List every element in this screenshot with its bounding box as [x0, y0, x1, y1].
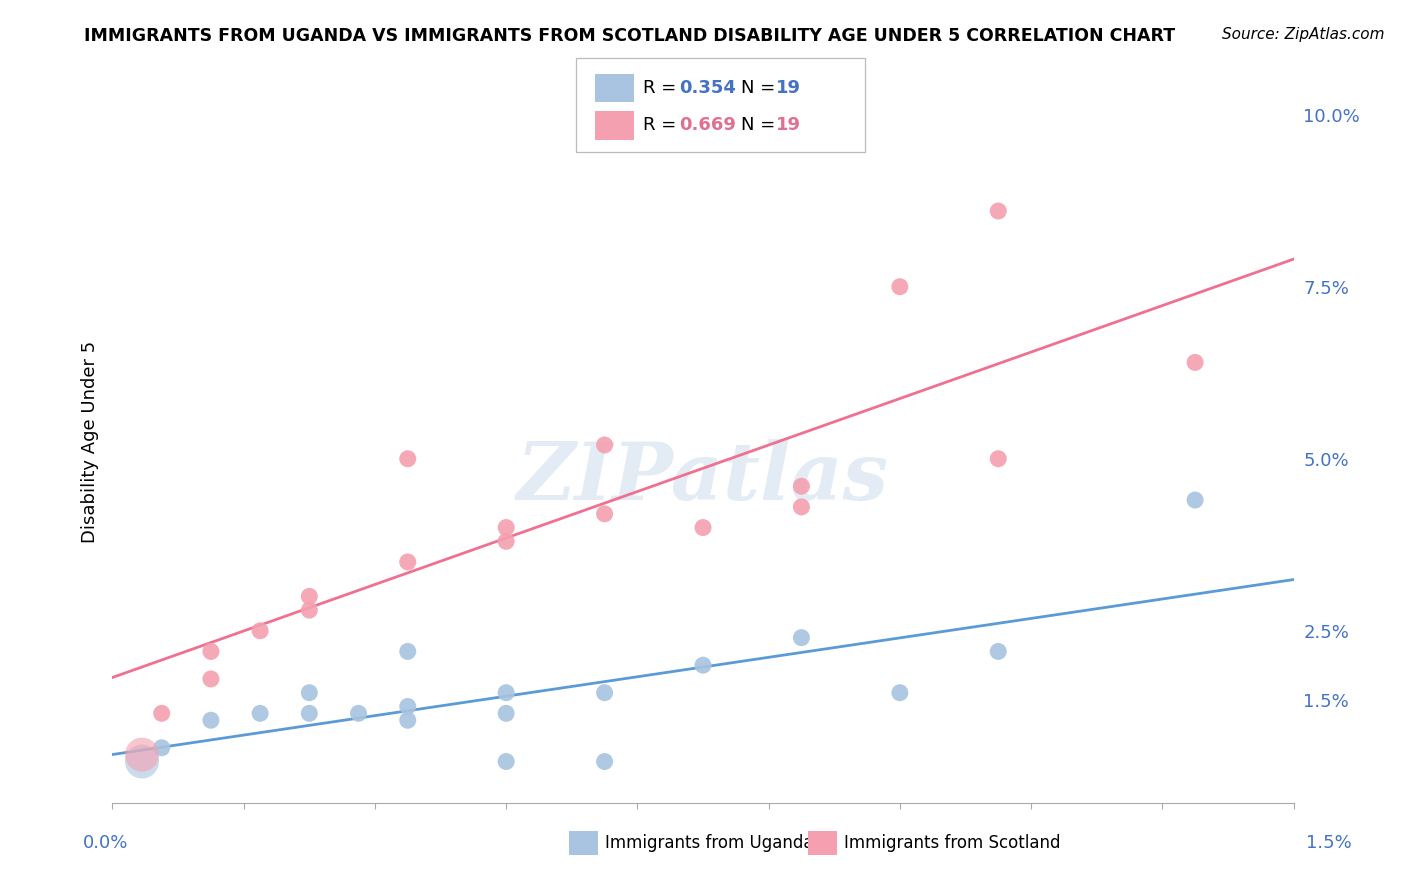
Point [396, 644, 419, 658]
Point [692, 520, 714, 534]
Text: 19: 19 [776, 116, 801, 134]
Point [593, 507, 616, 521]
Point [495, 706, 517, 721]
Point [150, 740, 173, 755]
Point [987, 451, 1010, 466]
Point [593, 686, 616, 700]
Point [889, 686, 911, 700]
Point [495, 534, 517, 549]
Text: 19: 19 [776, 79, 801, 97]
Point [396, 699, 419, 714]
Point [396, 713, 419, 727]
Point [249, 624, 271, 638]
Point [1184, 493, 1206, 508]
Point [200, 713, 222, 727]
Text: N =: N = [741, 116, 780, 134]
Text: 0.0%: 0.0% [83, 834, 128, 852]
Text: IMMIGRANTS FROM UGANDA VS IMMIGRANTS FROM SCOTLAND DISABILITY AGE UNDER 5 CORREL: IMMIGRANTS FROM UGANDA VS IMMIGRANTS FRO… [84, 27, 1175, 45]
Point [298, 706, 321, 721]
Point [1184, 355, 1206, 369]
Point [298, 590, 321, 604]
Point [593, 438, 616, 452]
Point [347, 706, 370, 721]
Point [495, 686, 517, 700]
Point [495, 755, 517, 769]
Point [790, 631, 813, 645]
Text: 1.5%: 1.5% [1306, 834, 1351, 852]
Point [150, 706, 173, 721]
Point [495, 520, 517, 534]
Text: R =: R = [643, 116, 682, 134]
Text: Immigrants from Scotland: Immigrants from Scotland [844, 834, 1060, 852]
Point [987, 204, 1010, 219]
Text: N =: N = [741, 79, 780, 97]
Point [200, 672, 222, 686]
Point [396, 555, 419, 569]
Point [889, 279, 911, 293]
Point [692, 658, 714, 673]
Text: ZIPatlas: ZIPatlas [517, 439, 889, 516]
Y-axis label: Disability Age Under 5: Disability Age Under 5 [80, 341, 98, 542]
Point [790, 479, 813, 493]
Point [298, 686, 321, 700]
Point [593, 755, 616, 769]
Point [131, 755, 153, 769]
Point [790, 500, 813, 514]
Point [249, 706, 271, 721]
Text: R =: R = [643, 79, 682, 97]
Point [396, 451, 419, 466]
Text: 0.669: 0.669 [679, 116, 735, 134]
Point [200, 644, 222, 658]
Point [131, 747, 153, 762]
Point [987, 644, 1010, 658]
Text: Immigrants from Uganda: Immigrants from Uganda [605, 834, 813, 852]
Text: Source: ZipAtlas.com: Source: ZipAtlas.com [1222, 27, 1385, 42]
Point [298, 603, 321, 617]
Text: 0.354: 0.354 [679, 79, 735, 97]
